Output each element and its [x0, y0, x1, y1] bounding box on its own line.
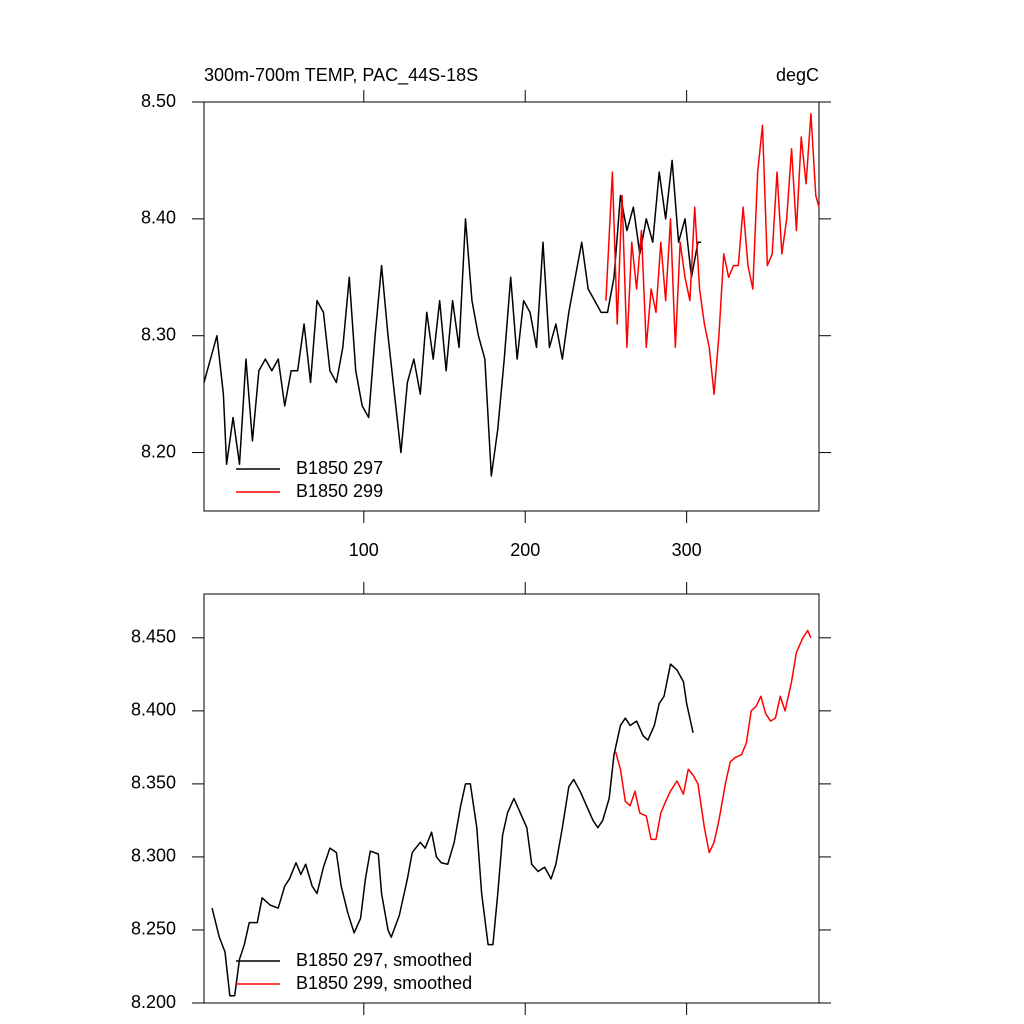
y-tick-label: 8.350: [131, 773, 176, 793]
chart-title: 300m-700m TEMP, PAC_44S-18S: [204, 65, 478, 86]
y-tick-label: 8.250: [131, 919, 176, 939]
y-tick-label: 8.400: [131, 700, 176, 720]
x-tick-label: 100: [349, 540, 379, 560]
y-tick-label: 8.450: [131, 627, 176, 647]
y-tick-label: 8.40: [141, 208, 176, 228]
data-line: [614, 629, 812, 854]
legend-label: B1850 297: [296, 458, 383, 478]
legend-label: B1850 297, smoothed: [296, 950, 472, 970]
y-tick-label: 8.20: [141, 441, 176, 461]
y-tick-label: 8.30: [141, 324, 176, 344]
data-line: [211, 663, 694, 997]
legend-label: B1850 299: [296, 481, 383, 501]
y-tick-label: 8.50: [141, 91, 176, 111]
y-tick-label: 8.200: [131, 992, 176, 1012]
units-label: degC: [776, 65, 819, 85]
legend-label: B1850 299, smoothed: [296, 973, 472, 993]
x-tick-label: 300: [672, 540, 702, 560]
plot-frame: [203, 101, 820, 512]
y-tick-label: 8.300: [131, 846, 176, 866]
data-line: [605, 112, 820, 395]
data-line: [203, 159, 702, 477]
plot-frame: [203, 593, 820, 1004]
x-tick-label: 200: [510, 540, 540, 560]
